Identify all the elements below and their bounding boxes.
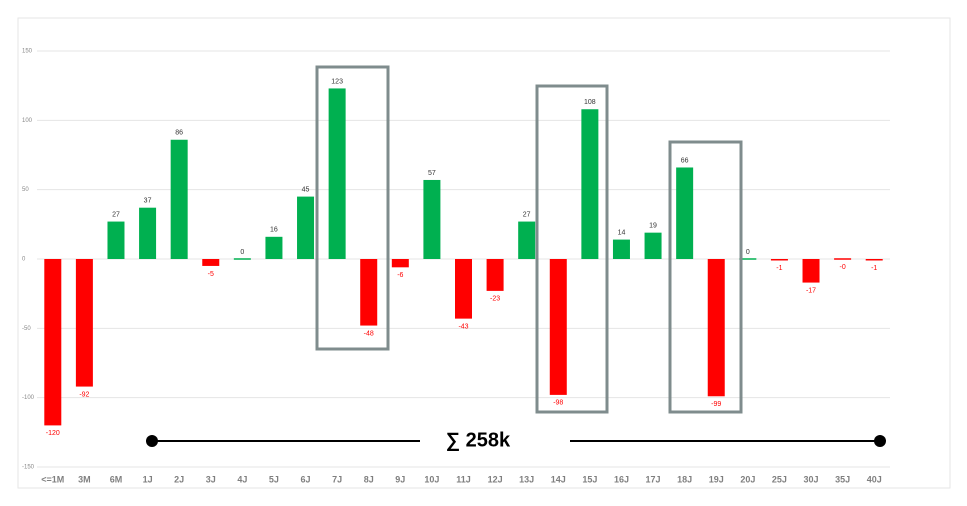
x-tick-label: 3M	[78, 474, 91, 484]
x-tick-label: 18J	[677, 474, 692, 484]
x-tick-label: 6M	[110, 474, 123, 484]
bar	[770, 259, 788, 261]
bar	[802, 259, 820, 283]
x-tick-label: 35J	[835, 474, 850, 484]
x-tick-label: 19J	[709, 474, 724, 484]
highlight-boxes	[315, 65, 743, 414]
bar	[581, 109, 599, 260]
value-label: -98	[553, 400, 563, 407]
value-label: 86	[175, 130, 183, 137]
bar	[549, 259, 567, 395]
dot	[874, 435, 886, 447]
x-tick-label: 1J	[143, 474, 153, 484]
x-tick-label: 3J	[206, 474, 216, 484]
x-tick-label: 17J	[646, 474, 661, 484]
x-tick-label: 14J	[551, 474, 566, 484]
value-label: 66	[681, 157, 689, 164]
value-label: 27	[523, 211, 531, 218]
x-tick-label: 13J	[519, 474, 534, 484]
bar	[486, 259, 504, 291]
value-label: -92	[79, 391, 89, 398]
value-label: 0	[746, 249, 750, 256]
bar	[834, 258, 852, 260]
value-label: -99	[711, 401, 721, 408]
bar	[44, 259, 62, 426]
x-tick-label: 4J	[237, 474, 247, 484]
x-tick-label: 9J	[395, 474, 405, 484]
value-label: -120	[46, 430, 60, 437]
value-label: -17	[806, 287, 816, 294]
bar	[328, 88, 346, 259]
value-label: 37	[144, 198, 152, 205]
bar	[233, 258, 251, 260]
x-tick-label: 30J	[804, 474, 819, 484]
annotation-text: ∑ 258k	[446, 429, 511, 451]
value-label: -48	[364, 330, 374, 337]
bar	[739, 258, 757, 260]
value-label: 108	[584, 99, 596, 106]
bar	[518, 221, 536, 259]
value-label: 0	[240, 249, 244, 256]
y-tick-label: -150	[22, 465, 35, 471]
bar	[391, 259, 409, 268]
value-label: 19	[649, 222, 657, 229]
x-tick-label: 6J	[301, 474, 311, 484]
bar	[170, 139, 188, 259]
bar	[455, 259, 472, 319]
bar	[107, 221, 125, 259]
x-tick-label: <=1M	[41, 474, 64, 484]
x-tick-label: 5J	[269, 474, 279, 484]
bar	[612, 239, 630, 259]
x-tick-label: 11J	[456, 474, 471, 484]
chart-frame	[17, 17, 951, 489]
value-label: 14	[618, 229, 626, 236]
x-tick-label: 15J	[582, 474, 597, 484]
x-tick-label: 40J	[867, 474, 882, 484]
bar	[75, 259, 93, 387]
value-label: 45	[302, 186, 310, 193]
x-tick-label: 25J	[772, 474, 787, 484]
bar	[644, 232, 662, 259]
y-tick-label: 0	[22, 257, 26, 263]
bar	[423, 179, 441, 259]
value-label: -23	[490, 296, 500, 303]
value-label: 123	[331, 78, 343, 85]
y-tick-label: 100	[22, 118, 33, 124]
value-label: -1	[871, 265, 877, 272]
bar	[360, 259, 378, 326]
y-tick-label: -100	[22, 395, 35, 401]
highlight-box	[668, 140, 743, 414]
bar	[865, 259, 883, 261]
bar	[139, 207, 157, 259]
bar	[202, 259, 220, 266]
x-tick-label: 7J	[332, 474, 342, 484]
value-label: 27	[112, 211, 120, 218]
x-tick-label: 2J	[174, 474, 184, 484]
x-tick-label: 8J	[364, 474, 374, 484]
value-label: 16	[270, 227, 278, 234]
bar	[297, 196, 315, 259]
x-tick-label: 12J	[488, 474, 503, 484]
value-label: -6	[397, 272, 403, 279]
value-label: -43	[458, 323, 468, 330]
sum-annotation: ∑ 258k	[146, 429, 886, 451]
value-label: -1	[776, 265, 782, 272]
value-label: -0	[839, 264, 845, 271]
y-tick-label: 50	[22, 187, 29, 193]
value-label: -5	[208, 271, 214, 278]
y-tick-label: 150	[22, 49, 33, 55]
bar	[707, 259, 725, 397]
highlight-box	[315, 65, 390, 351]
y-tick-label: -50	[22, 326, 31, 332]
value-label: 57	[428, 170, 436, 177]
bar	[676, 167, 694, 259]
bar	[265, 236, 283, 259]
plot-area: -150-100-50050100150<=1M-1203M-926M271J3…	[22, 49, 890, 484]
x-tick-label: 10J	[424, 474, 439, 484]
x-tick-label: 20J	[740, 474, 755, 484]
highlight-box	[535, 84, 609, 414]
x-tick-label: 16J	[614, 474, 629, 484]
